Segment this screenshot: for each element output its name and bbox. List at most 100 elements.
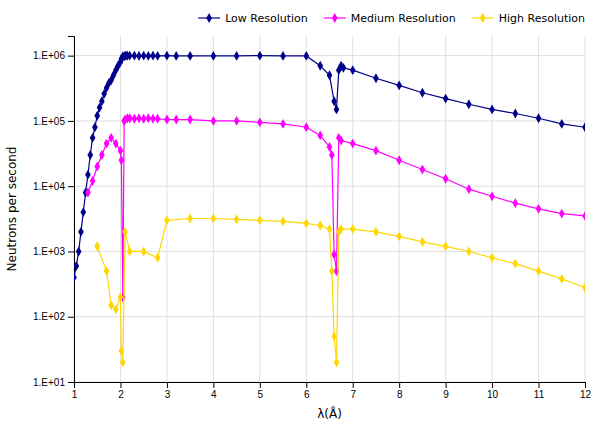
point [338, 136, 344, 146]
y-tick-mark [68, 186, 74, 187]
point [113, 139, 119, 149]
point [104, 266, 110, 276]
point [327, 70, 333, 80]
x-tick-label: 6 [304, 389, 310, 400]
x-tick-mark [492, 382, 493, 388]
y-tick-label: 1.E+01 [33, 377, 65, 388]
legend-marker [206, 13, 212, 23]
point [119, 155, 125, 165]
point [78, 227, 84, 237]
point [164, 215, 170, 225]
point [512, 109, 518, 119]
grid-line-x [259, 36, 260, 382]
x-tick: 4 [211, 382, 217, 400]
y-tick: 1.E+05 [33, 116, 74, 127]
point [85, 188, 91, 198]
point [338, 224, 344, 234]
legend-item: Medium Resolution [324, 12, 456, 25]
x-tick-label: 9 [443, 389, 449, 400]
point [373, 73, 379, 83]
point [329, 266, 335, 276]
point [559, 119, 565, 129]
grid-line-x [492, 36, 493, 382]
point [74, 273, 77, 283]
point [141, 114, 147, 124]
y-tick-label: 1.E+05 [33, 116, 65, 127]
x-axis: 123456789101112 [72, 382, 592, 400]
x-tick-label: 3 [165, 389, 171, 400]
point [234, 116, 240, 126]
grid-line-y [74, 316, 585, 317]
y-tick-label: 1.E+03 [33, 246, 65, 257]
point [85, 170, 91, 180]
point [122, 227, 128, 237]
point [582, 122, 585, 132]
point [187, 51, 193, 61]
x-tick: 9 [443, 382, 449, 400]
point [87, 150, 93, 160]
point [257, 117, 263, 127]
grid-line-x [445, 36, 446, 382]
point [104, 139, 110, 149]
y-tick: 1.E+04 [33, 181, 74, 192]
point [420, 237, 426, 247]
x-tick-mark [120, 382, 121, 388]
point [396, 231, 402, 241]
point [94, 111, 100, 121]
x-tick: 11 [534, 382, 545, 400]
point [120, 357, 126, 367]
grid-line-y [74, 186, 585, 187]
legend-item: Low Resolution [198, 12, 308, 25]
point [443, 241, 449, 251]
legend-label: Medium Resolution [351, 12, 456, 25]
point [489, 191, 495, 201]
point [536, 266, 542, 276]
x-tick: 10 [487, 382, 499, 400]
point [127, 247, 133, 257]
y-tick-mark [68, 382, 74, 383]
point [443, 174, 449, 184]
point [113, 304, 119, 314]
x-tick-mark [585, 382, 586, 388]
x-tick-label: 5 [258, 389, 264, 400]
point [489, 105, 495, 115]
x-tick-mark [539, 382, 540, 388]
point [350, 139, 356, 149]
point [211, 51, 217, 61]
legend-label: Low Resolution [225, 12, 308, 25]
x-tick-label: 4 [211, 389, 217, 400]
y-tick: 1.E+02 [33, 311, 74, 322]
point [350, 224, 356, 234]
point [396, 80, 402, 90]
series-line [88, 118, 585, 297]
point [466, 247, 472, 257]
y-tick: 1.E+01 [33, 377, 74, 388]
point [90, 176, 96, 186]
point [74, 261, 79, 271]
x-tick-mark [399, 382, 400, 388]
y-tick: 1.E+06 [33, 50, 74, 61]
x-tick: 12 [580, 382, 592, 400]
point [396, 155, 402, 165]
x-tick-mark [260, 382, 261, 388]
point [559, 274, 565, 284]
point [132, 114, 138, 124]
grid-line-x [352, 36, 353, 382]
grid-line-x [166, 36, 167, 382]
point [187, 115, 193, 125]
point [257, 215, 263, 225]
point [90, 133, 96, 143]
x-tick-mark [446, 382, 447, 388]
point [211, 116, 217, 126]
legend-item: High Resolution [472, 12, 585, 25]
point [155, 253, 161, 263]
y-tick-label: 1.E+02 [33, 311, 65, 322]
x-tick-label: 10 [487, 389, 499, 400]
point [317, 61, 323, 71]
point [512, 198, 518, 208]
series [74, 51, 585, 283]
point [420, 88, 426, 98]
x-tick: 1 [72, 382, 78, 400]
x-tick-label: 2 [118, 389, 124, 400]
point [466, 99, 472, 109]
